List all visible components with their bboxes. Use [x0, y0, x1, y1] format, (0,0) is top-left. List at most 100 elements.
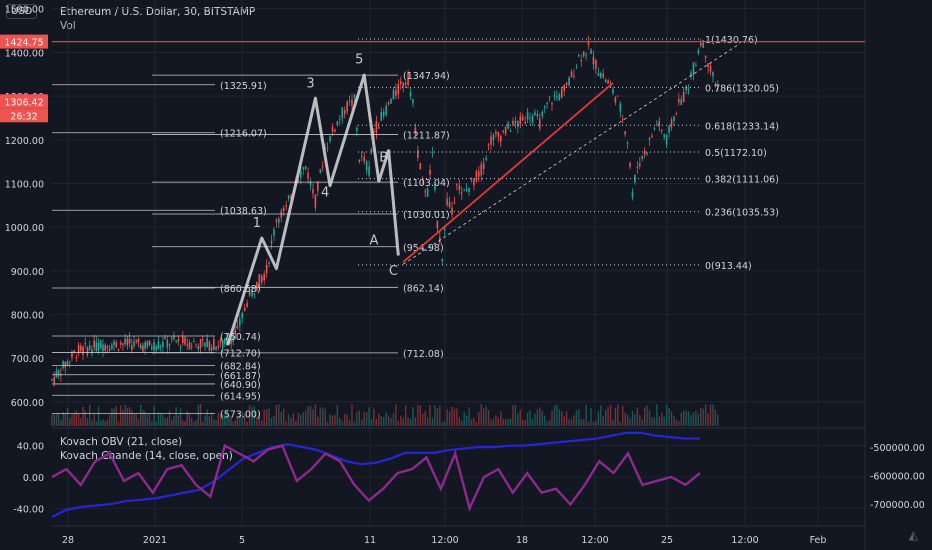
candle-body [702, 40, 705, 48]
volume-bar [135, 413, 137, 426]
last-price-badge-bg [0, 34, 48, 49]
candle-body [111, 344, 113, 350]
volume-bar [448, 411, 451, 426]
price-tick-label: 800.00 [11, 310, 44, 321]
candle-body [184, 337, 186, 345]
volume-bar [553, 405, 556, 426]
wave-label: 5 [355, 52, 363, 67]
candle-body [334, 129, 336, 132]
volume-bar [164, 418, 166, 426]
candle-body [353, 94, 356, 99]
candle-body [621, 118, 624, 121]
candle-body [382, 111, 385, 117]
candle-body [468, 187, 470, 193]
volume-bar [546, 421, 548, 426]
candle-body [553, 95, 556, 97]
volume-bar [128, 407, 131, 426]
volume-bar [670, 411, 673, 426]
candle-body [139, 344, 142, 350]
candle-body [392, 90, 395, 100]
time-tick-label: 12:00 [581, 535, 608, 546]
volume-bar [678, 421, 680, 426]
volume-bar [302, 412, 304, 426]
volume-bar [614, 407, 617, 426]
countdown-badge: 26:32 [10, 111, 37, 122]
candle-body [179, 346, 182, 348]
candle-body [190, 345, 193, 347]
candle-body [55, 371, 58, 378]
candle-body [409, 92, 412, 97]
candle-body [587, 41, 590, 45]
candle-body [321, 166, 324, 168]
volume-bar [495, 415, 497, 426]
volume-bar [182, 420, 184, 426]
candle-body [529, 117, 531, 119]
volume-bar [166, 417, 168, 426]
volume-bar [602, 415, 604, 426]
volume-bar [504, 419, 507, 426]
volume-bar [385, 412, 387, 426]
volume-bar [468, 407, 470, 426]
candle-body [641, 155, 644, 160]
candle-body [707, 63, 709, 68]
volume-bar [529, 410, 531, 426]
candle-body [558, 94, 561, 101]
volume-bar [514, 404, 517, 426]
countdown-badge-bg [0, 108, 48, 123]
volume-bar [507, 419, 509, 426]
candle-body [144, 342, 146, 349]
candle-body [157, 341, 160, 350]
volume-bar [663, 416, 665, 426]
candle-body [619, 103, 622, 112]
volume-bar [490, 419, 492, 426]
volume-bar [108, 414, 111, 426]
candle-body [521, 116, 524, 121]
volume-bar [522, 420, 524, 426]
volume-bar [179, 408, 182, 426]
volume-bar [86, 418, 89, 426]
volume-bar [287, 414, 290, 426]
volume-bar [168, 410, 171, 426]
volume-bar [580, 419, 582, 426]
volume-bar [565, 411, 568, 426]
price-tick-label: 1400.00 [5, 48, 44, 59]
wave-label: B [379, 151, 388, 166]
candle-body [106, 346, 109, 349]
level-label: (750.74) [220, 332, 261, 343]
candle-body [239, 318, 241, 326]
volume-bar [661, 412, 663, 426]
candle-body [75, 356, 78, 358]
candle-body [51, 379, 53, 381]
price-tick-label: 600.00 [11, 398, 44, 409]
candle-body [326, 147, 329, 149]
volume-bar [131, 410, 133, 426]
candle-body [68, 361, 71, 363]
candle-body [514, 120, 517, 124]
candle-body [673, 116, 675, 121]
volume-bar [188, 413, 191, 426]
candle-body [560, 88, 563, 98]
volume-bar [534, 413, 536, 426]
currency-button[interactable]: USD [6, 4, 38, 19]
candle-body [397, 84, 400, 95]
candle-body [682, 91, 685, 102]
volume-bar [568, 419, 570, 426]
volume-bar [673, 415, 675, 426]
fib-level-label: 0.382(1111.06) [705, 175, 779, 186]
candle-body [478, 171, 480, 177]
volume-bar [341, 420, 343, 426]
candle-body [256, 281, 258, 291]
volume-bar [297, 412, 300, 426]
level-label: (1211.87) [403, 131, 450, 142]
volume-bar [319, 407, 321, 426]
candle-body [88, 345, 91, 350]
candle-body [517, 121, 519, 127]
volume-bar [390, 418, 392, 426]
volume-bar [456, 408, 458, 426]
candle-body [487, 144, 490, 146]
candle-body [57, 369, 60, 376]
volume-bar [256, 416, 258, 426]
volume-bar [590, 408, 592, 426]
volume-bar [383, 416, 385, 426]
